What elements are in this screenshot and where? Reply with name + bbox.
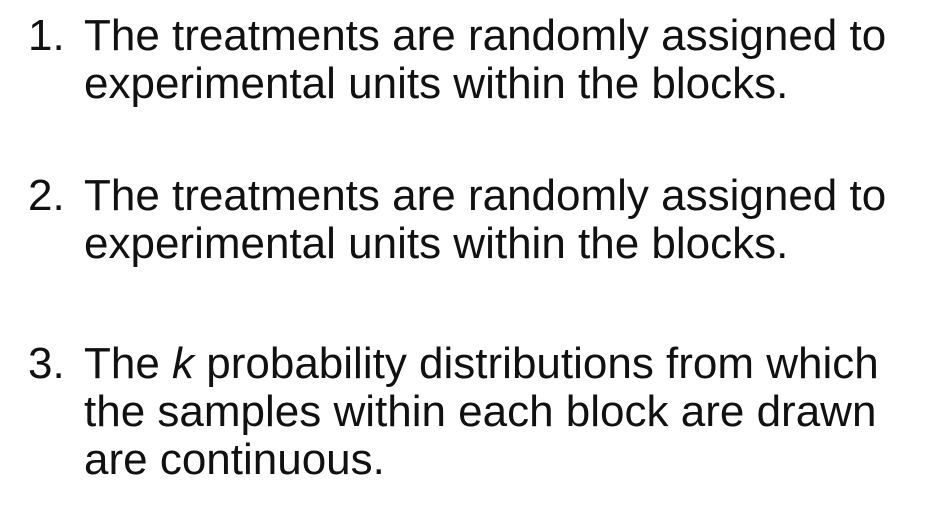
item-line: The treatments are randomly assigned to <box>84 171 887 220</box>
item-number: 2. <box>28 171 65 220</box>
item-line: experimental units within the blocks. <box>84 59 789 108</box>
line-prefix: The <box>84 339 173 388</box>
list-item-2: 2. The treatments are randomly assigned … <box>28 172 918 268</box>
item-line: The treatments are randomly assigned to <box>84 11 887 60</box>
item-text: The k probability distributions from whi… <box>84 340 918 484</box>
item-line: The k probability distributions from whi… <box>84 340 918 388</box>
item-text: The treatments are randomly assigned to … <box>84 12 918 108</box>
item-number: 1. <box>28 11 65 60</box>
item-number: 3. <box>28 339 65 388</box>
item-text: The treatments are randomly assigned to … <box>84 172 918 268</box>
item-line: are continuous. <box>84 435 385 484</box>
item-line: experimental units within the blocks. <box>84 219 789 268</box>
list-item-3: 3. The k probability distributions from … <box>28 340 918 484</box>
item-line: the samples within each block are drawn <box>84 387 877 436</box>
line-suffix: probability distributions from which <box>194 339 879 388</box>
list-item-1: 1. The treatments are randomly assigned … <box>28 12 918 108</box>
variable-k: k <box>172 339 195 388</box>
